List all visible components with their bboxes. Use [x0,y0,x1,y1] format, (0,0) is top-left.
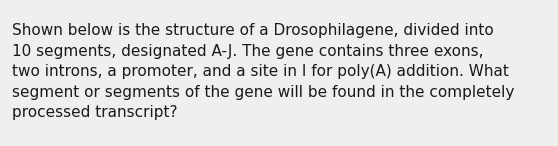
Text: Shown below is the structure of a Drosophilagene, divided into
10 segments, desi: Shown below is the structure of a Drosop… [12,23,514,120]
